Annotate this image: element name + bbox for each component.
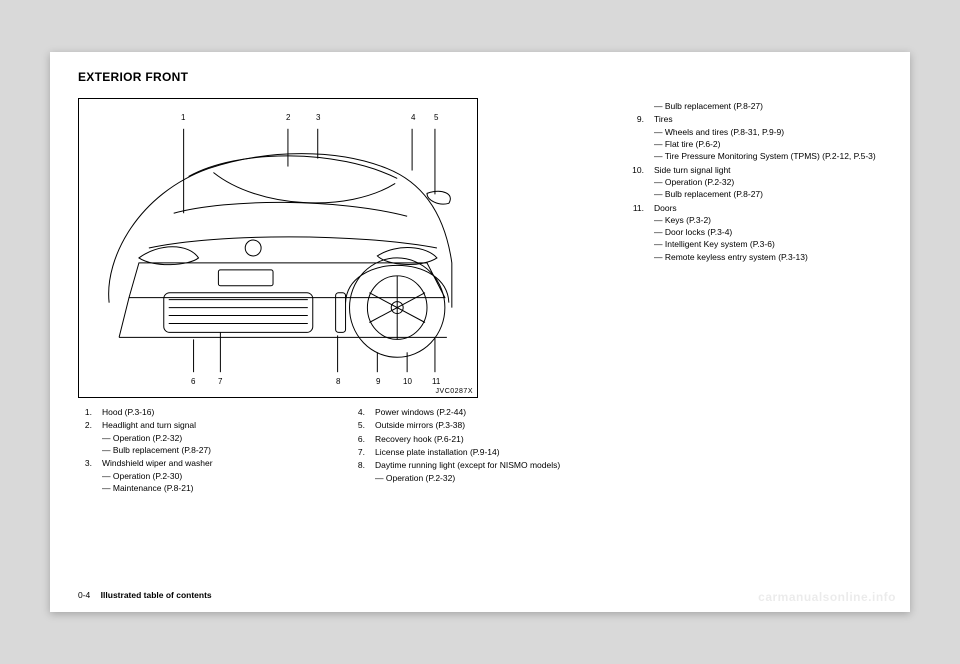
callout-8: 8 <box>336 377 340 386</box>
legend-item: 11. Doors— Keys (P.3-2)— Door locks (P.3-… <box>630 202 882 264</box>
legend-columns: 1. Hood (P.3-16) 2. Headlight and turn sign… <box>78 406 606 495</box>
legend-item-number: 4. <box>351 406 365 418</box>
callout-6: 6 <box>191 377 195 386</box>
figure-code: JVC0287X <box>436 388 473 395</box>
legend-item-number: 7. <box>351 446 365 458</box>
legend-item: 9. Tires — Wheels and tires (P.8-31, P.9-9… <box>630 113 882 162</box>
legend-item: — Bulb replacement (P.8-27) <box>630 100 882 112</box>
legend-item-number: 8. <box>351 459 365 484</box>
legend-item-head: Hood (P.3-16) <box>102 407 154 417</box>
legend-item-head: Side turn signal light <box>654 165 731 175</box>
page-number: 0-4 <box>78 590 90 600</box>
legend-item-sub: — Bulb replacement (P.8-27) <box>654 100 882 112</box>
legend-item-body: Tires— Wheels and tires (P.8-31, P.9-9)—… <box>654 113 882 162</box>
legend-item-head: Tires <box>654 114 673 124</box>
legend-item-head: Outside mirrors (P.3-38) <box>375 420 465 430</box>
legend-item-head: Windshield wiper and washer <box>102 458 213 468</box>
legend-item-sub: — Door locks (P.3-4) <box>654 226 882 238</box>
legend-item-body: Outside mirrors (P.3-38) <box>375 419 606 431</box>
legend-item: 1. Hood (P.3-16) <box>78 406 333 418</box>
legend-item-number: 3. <box>78 457 92 494</box>
legend-item-sub: — Wheels and tires (P.8-31, P.9-9) <box>654 126 882 138</box>
callout-11: 11 <box>432 377 440 386</box>
legend-item-body: Daytime running light (except for NISMO … <box>375 459 606 484</box>
legend-item-number: 5. <box>351 419 365 431</box>
legend-item-body: Power windows (P.2-44) <box>375 406 606 418</box>
content-row: 1 2 3 4 5 6 7 8 9 10 11 JVC0287X 1. Hood … <box>78 98 882 495</box>
legend-item-sub: — Remote keyless entry system (P.3-13) <box>654 251 882 263</box>
callout-10: 10 <box>403 377 412 386</box>
legend-item: 8. Daytime running light (except for NISM… <box>351 459 606 484</box>
car-illustration <box>79 99 477 397</box>
legend-item-head: License plate installation (P.9-14) <box>375 447 500 457</box>
legend-item: 4. Power windows (P.2-44) <box>351 406 606 418</box>
legend-item-number: 10. <box>630 164 644 201</box>
legend-item: 10. Side turn signal light— Operation (P.… <box>630 164 882 201</box>
callout-5: 5 <box>434 113 438 122</box>
legend-item-sub: — Tire Pressure Monitoring System (TPMS)… <box>654 150 882 162</box>
legend-item-body: Recovery hook (P.6-21) <box>375 433 606 445</box>
legend-item: 7. License plate installation (P.9-14) <box>351 446 606 458</box>
legend-item-body: — Bulb replacement (P.8-27) <box>654 100 882 112</box>
legend-item-head: Power windows (P.2-44) <box>375 407 466 417</box>
legend-item-sub: — Flat tire (P.6-2) <box>654 138 882 150</box>
legend-item-sub: — Keys (P.3-2) <box>654 214 882 226</box>
exterior-front-figure: 1 2 3 4 5 6 7 8 9 10 11 JVC0287X <box>78 98 478 398</box>
legend-item-sub: — Operation (P.2-32) <box>102 432 333 444</box>
page-title: EXTERIOR FRONT <box>78 70 882 84</box>
callout-1: 1 <box>181 113 185 122</box>
legend-item-sub: — Intelligent Key system (P.3-6) <box>654 238 882 250</box>
legend-item: 5. Outside mirrors (P.3-38) <box>351 419 606 431</box>
legend-col-1: 1. Hood (P.3-16) 2. Headlight and turn sign… <box>78 406 333 495</box>
legend-item-body: Headlight and turn signal — Operation (P.… <box>102 419 333 456</box>
callout-7: 7 <box>218 377 222 386</box>
callout-4: 4 <box>411 113 415 122</box>
legend-item: 2. Headlight and turn signal — Operation (… <box>78 419 333 456</box>
legend-item-body: Hood (P.3-16) <box>102 406 333 418</box>
legend-item-body: Windshield wiper and washer — Operation (… <box>102 457 333 494</box>
section-title: Illustrated table of contents <box>101 590 212 600</box>
legend-col-right: — Bulb replacement (P.8-27) 9. Tires — Whee… <box>630 98 882 495</box>
legend-item-body: Side turn signal light— Operation (P.2-3… <box>654 164 882 201</box>
legend-item: 6. Recovery hook (P.6-21) <box>351 433 606 445</box>
legend-item-head: Recovery hook (P.6-21) <box>375 434 464 444</box>
watermark: carmanualsonline.info <box>758 590 896 604</box>
callout-2: 2 <box>286 113 290 122</box>
legend-item-head: Doors <box>654 203 677 213</box>
legend-item: 3. Windshield wiper and washer — Operation… <box>78 457 333 494</box>
legend-item-number <box>630 100 644 112</box>
legend-item-number: 1. <box>78 406 92 418</box>
callout-9: 9 <box>376 377 380 386</box>
legend-item-sub: — Operation (P.2-32) <box>654 176 882 188</box>
legend-item-number: 2. <box>78 419 92 456</box>
legend-item-sub: — Operation (P.2-32) <box>375 472 606 484</box>
manual-page: EXTERIOR FRONT <box>50 52 910 612</box>
legend-item-body: License plate installation (P.9-14) <box>375 446 606 458</box>
legend-item-head: Headlight and turn signal <box>102 420 196 430</box>
legend-item-number: 11. <box>630 202 644 264</box>
left-block: 1 2 3 4 5 6 7 8 9 10 11 JVC0287X 1. Hood … <box>78 98 606 495</box>
legend-col-2: 4. Power windows (P.2-44) 5. Outside mirror… <box>351 406 606 495</box>
legend-item-sub: — Maintenance (P.8-21) <box>102 482 333 494</box>
page-footer: 0-4 Illustrated table of contents <box>78 590 212 600</box>
callout-3: 3 <box>316 113 320 122</box>
legend-item-number: 9. <box>630 113 644 162</box>
legend-item-number: 6. <box>351 433 365 445</box>
legend-item-sub: — Bulb replacement (P.8-27) <box>654 188 882 200</box>
legend-item-head: Daytime running light (except for NISMO … <box>375 460 560 470</box>
legend-item-sub: — Operation (P.2-30) <box>102 470 333 482</box>
legend-item-sub: — Bulb replacement (P.8-27) <box>102 444 333 456</box>
legend-item-body: Doors— Keys (P.3-2)— Door locks (P.3-4)—… <box>654 202 882 264</box>
